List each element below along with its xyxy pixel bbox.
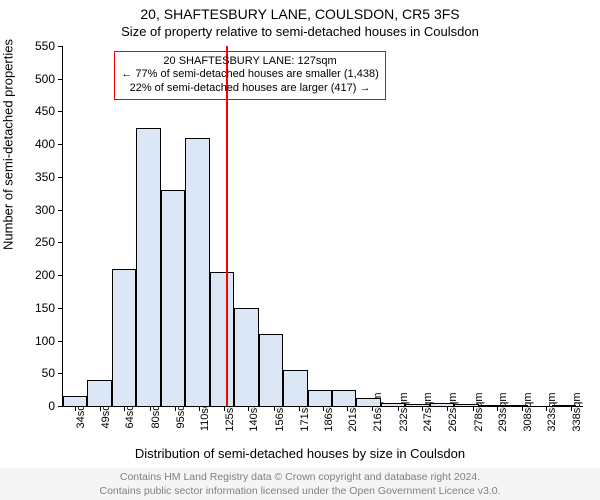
chart-title-line1: 20, SHAFTESBURY LANE, COULSDON, CR5 3FS [0, 6, 600, 22]
chart-footer: Contains HM Land Registry data © Crown c… [0, 468, 600, 500]
y-tick [58, 144, 63, 145]
y-tick-label: 250 [35, 235, 55, 249]
histogram-bar [381, 403, 405, 406]
y-tick-label: 450 [35, 104, 55, 118]
histogram-bar [112, 269, 136, 406]
annotation-box: 20 SHAFTESBURY LANE: 127sqm← 77% of semi… [114, 51, 385, 100]
histogram-bar [430, 403, 454, 406]
histogram-plot-area: 05010015020025030035040045050055034sqm49… [62, 46, 583, 407]
footer-line2: Contains public sector information licen… [0, 484, 600, 498]
y-tick-label: 400 [35, 137, 55, 151]
y-tick [58, 242, 63, 243]
y-axis-label: Number of semi-detached properties [1, 39, 16, 250]
histogram-bar [332, 390, 356, 406]
annotation-line: 22% of semi-detached houses are larger (… [121, 82, 378, 96]
histogram-bar [552, 405, 576, 406]
annotation-line: 20 SHAFTESBURY LANE: 127sqm [121, 55, 378, 69]
histogram-bar [454, 404, 478, 406]
x-tick-label: 247sqm [422, 392, 434, 431]
chart-title-line2: Size of property relative to semi-detach… [0, 24, 600, 39]
annotation-line: ← 77% of semi-detached houses are smalle… [121, 68, 378, 82]
footer-line1: Contains HM Land Registry data © Crown c… [0, 470, 600, 484]
y-tick [58, 111, 63, 112]
y-tick [58, 308, 63, 309]
histogram-bar [136, 128, 160, 406]
histogram-bar [161, 190, 185, 406]
histogram-bar [405, 404, 429, 406]
histogram-bar [283, 370, 307, 406]
histogram-bar [259, 334, 283, 406]
y-tick [58, 341, 63, 342]
x-tick-label: 232sqm [398, 392, 410, 431]
y-tick [58, 177, 63, 178]
chart-container: 20, SHAFTESBURY LANE, COULSDON, CR5 3FS … [0, 0, 600, 500]
histogram-bar [308, 390, 332, 406]
y-tick-label: 50 [42, 366, 55, 380]
y-tick-label: 550 [35, 39, 55, 53]
y-tick [58, 275, 63, 276]
x-tick-label: 338sqm [571, 392, 583, 431]
y-tick-label: 150 [35, 301, 55, 315]
histogram-bar [479, 405, 503, 406]
x-axis-label: Distribution of semi-detached houses by … [0, 446, 600, 461]
y-tick-label: 500 [35, 72, 55, 86]
y-tick-label: 100 [35, 334, 55, 348]
x-tick-label: 278sqm [473, 392, 485, 431]
y-tick [58, 210, 63, 211]
reference-marker-line [226, 46, 228, 406]
histogram-bar [210, 272, 234, 406]
x-tick-label: 323sqm [546, 392, 558, 431]
y-tick-label: 200 [35, 268, 55, 282]
y-tick [58, 406, 63, 407]
y-tick-label: 0 [48, 399, 55, 413]
y-tick-label: 350 [35, 170, 55, 184]
histogram-bar [234, 308, 258, 406]
histogram-bar [356, 398, 380, 406]
histogram-bar [87, 380, 111, 406]
x-tick-label: 308sqm [522, 392, 534, 431]
y-tick [58, 79, 63, 80]
x-tick-label: 293sqm [497, 392, 509, 431]
histogram-bar [185, 138, 209, 406]
y-tick [58, 46, 63, 47]
x-tick-label: 262sqm [447, 392, 459, 431]
histogram-bar [503, 405, 527, 406]
y-tick [58, 373, 63, 374]
histogram-bar [63, 396, 87, 406]
y-tick-label: 300 [35, 203, 55, 217]
